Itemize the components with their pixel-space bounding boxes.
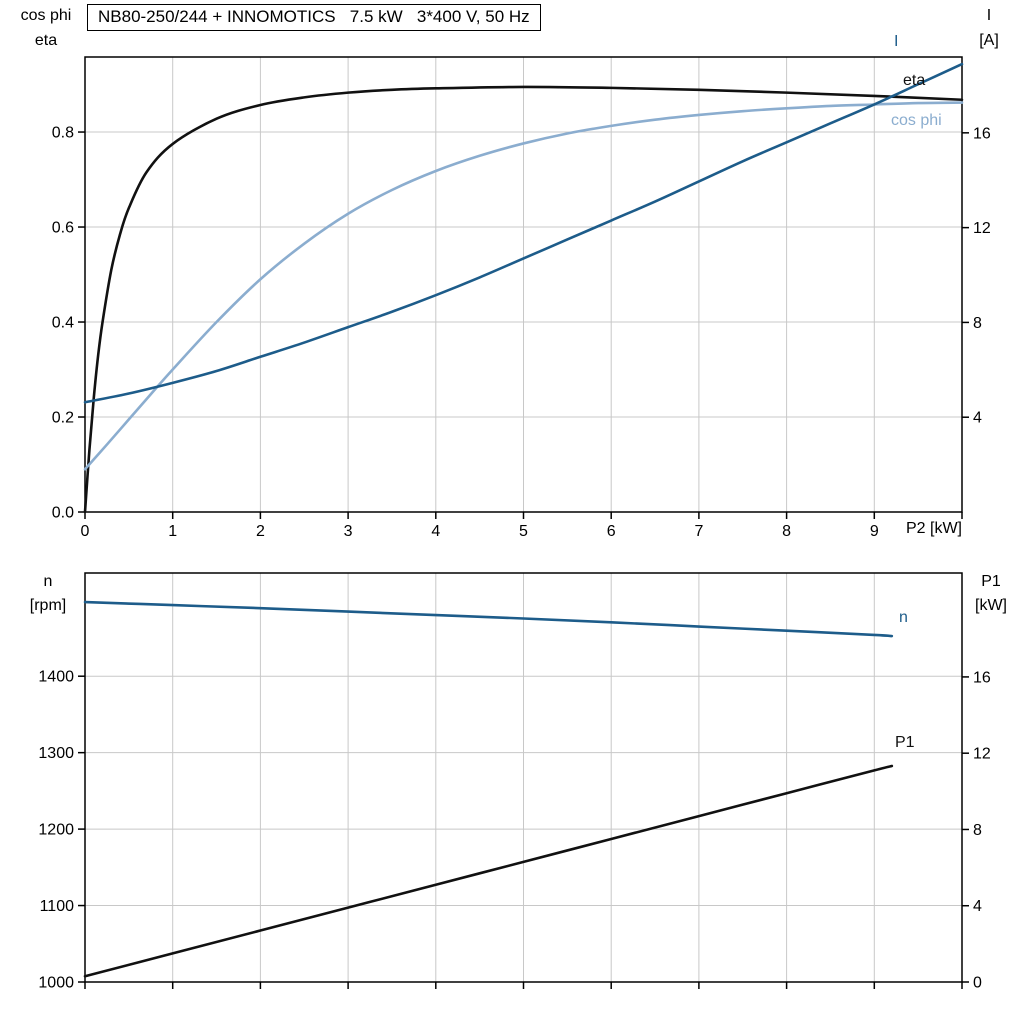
series-curve-P1 xyxy=(83,764,894,978)
bottom-left-axis-title: n [rpm] xyxy=(6,570,90,618)
right-axis-tick-label: 12 xyxy=(973,746,991,763)
series-curve-n xyxy=(83,600,894,638)
left-axis-tick-label: 0.4 xyxy=(52,315,74,332)
left-axis-tick-label: 1300 xyxy=(38,745,74,762)
left-axis-tick-label: 0.2 xyxy=(52,410,74,427)
right-axis-tick-label: 16 xyxy=(973,669,991,686)
right-axis-tick-label: 16 xyxy=(973,125,991,142)
series-curve-eta xyxy=(83,85,964,514)
left-axis-tick-label: 0.6 xyxy=(52,220,74,237)
speed-axis-title-line2: [rpm] xyxy=(29,597,67,614)
power-axis-title-line2: [kW] xyxy=(975,597,1007,614)
x-axis-tick-label: 4 xyxy=(431,523,440,540)
x-axis-tick-label: 2 xyxy=(256,523,265,540)
right-axis-tick-label: 8 xyxy=(973,822,982,839)
x-axis-tick-label: 5 xyxy=(519,523,528,540)
top-right-axis-title: I [A] xyxy=(963,3,1015,53)
right-axis-tick-label: 12 xyxy=(973,220,991,237)
top-left-axis-title: cos phi eta xyxy=(6,3,86,53)
left-axis-tick-label: 0.8 xyxy=(52,125,74,142)
right-axis-title-line2: [A] xyxy=(979,32,999,49)
x-axis-tick-label: 7 xyxy=(694,523,703,540)
left-axis-tick-label: 0.0 xyxy=(52,505,74,522)
series-curve-cos-phi xyxy=(83,101,964,471)
left-axis-tick-label: 1200 xyxy=(38,822,74,839)
left-axis-title-line1: cos phi xyxy=(20,7,72,24)
left-axis-tick-label: 1000 xyxy=(38,975,74,992)
power-axis-title-line1: P1 xyxy=(981,573,1001,590)
x-axis-tick-label: 0 xyxy=(81,523,90,540)
x-axis-tick-label: 8 xyxy=(782,523,791,540)
right-axis-tick-label: 8 xyxy=(973,315,982,332)
input-power-curve-label: P1 xyxy=(895,734,915,751)
x-axis-tick-label: 1 xyxy=(168,523,177,540)
current-curve-label: I xyxy=(894,33,899,50)
bottom-right-axis-title: P1 [kW] xyxy=(963,570,1019,618)
speed-curve-label: n xyxy=(899,609,908,626)
x-axis-tick-label: 6 xyxy=(607,523,616,540)
left-axis-title-line2: eta xyxy=(34,32,58,49)
right-axis-tick-label: 4 xyxy=(973,410,982,427)
efficiency-curve-label: eta xyxy=(903,72,926,89)
series-curve-I xyxy=(83,62,964,404)
left-axis-tick-label: 1400 xyxy=(38,669,74,686)
right-axis-tick-label: 0 xyxy=(973,975,982,992)
right-axis-tick-label: 4 xyxy=(973,898,982,915)
left-axis-tick-label: 1100 xyxy=(40,898,75,915)
right-axis-title-line1: I xyxy=(986,7,992,24)
x-axis-label: P2 [kW] xyxy=(905,520,962,537)
speed-axis-title-line1: n xyxy=(43,573,53,590)
cos-phi-curve-label: cos phi xyxy=(891,112,942,129)
chart-title: NB80-250/244 + INNOMOTICS 7.5 kW 3*400 V… xyxy=(87,4,541,31)
x-axis-tick-label: 9 xyxy=(870,523,879,540)
x-axis-tick-label: 3 xyxy=(344,523,353,540)
